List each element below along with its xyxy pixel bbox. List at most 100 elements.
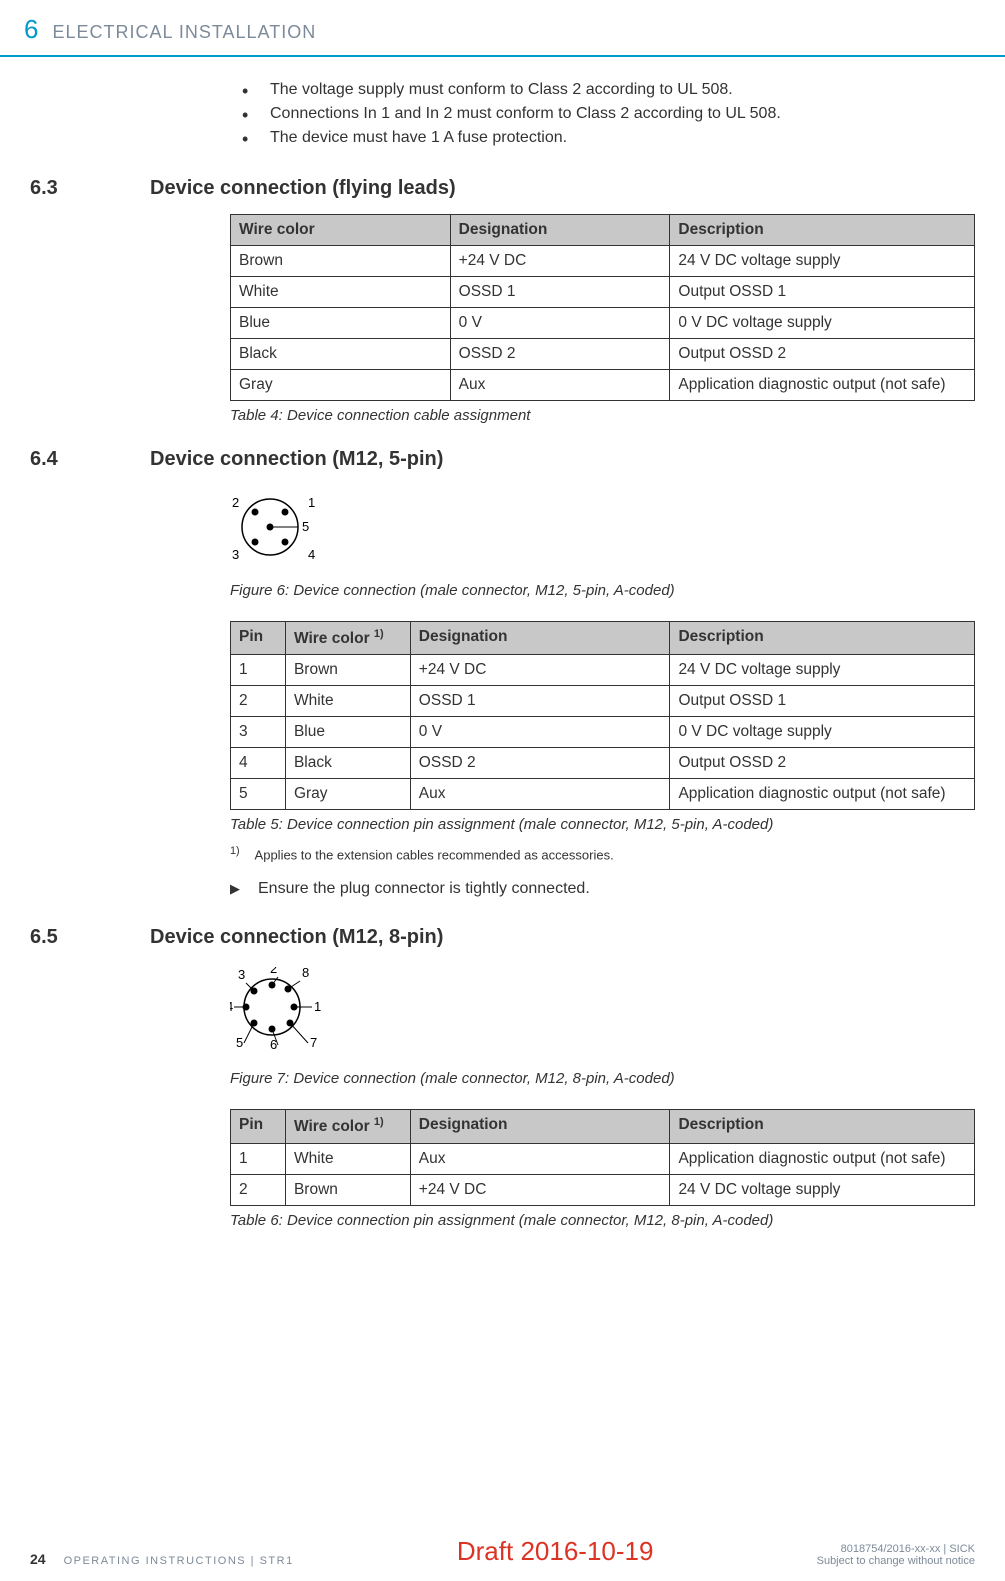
footnote-ref: 1) xyxy=(374,1116,384,1128)
connector-8pin-diagram: 12345678 xyxy=(230,967,350,1057)
table-cell: Black xyxy=(285,748,410,779)
svg-text:5: 5 xyxy=(236,1035,243,1050)
table-header: Description xyxy=(670,1110,975,1143)
table-row: 1WhiteAuxApplication diagnostic output (… xyxy=(231,1143,975,1174)
table-cell: 24 V DC voltage supply xyxy=(670,655,975,686)
table-cell: Brown xyxy=(231,246,451,277)
footnote-text: Applies to the extension cables recommen… xyxy=(255,847,614,862)
bullet-item: The voltage supply must conform to Class… xyxy=(242,81,975,99)
page-footer: 24 OPERATING INSTRUCTIONS | STR1 Draft 2… xyxy=(0,1536,1005,1567)
svg-text:2: 2 xyxy=(270,967,277,976)
table-cell: Aux xyxy=(410,1143,670,1174)
table-row: Brown+24 V DC24 V DC voltage supply xyxy=(231,246,975,277)
svg-text:4: 4 xyxy=(230,999,233,1014)
table-row: WhiteOSSD 1Output OSSD 1 xyxy=(231,277,975,308)
table-6: Pin Wire color 1) Designation Descriptio… xyxy=(230,1109,975,1205)
table-row: Blue0 V0 V DC voltage supply xyxy=(231,308,975,339)
page-header: 6 ELECTRICAL INSTALLATION xyxy=(0,0,1005,57)
table-cell: +24 V DC xyxy=(450,246,670,277)
svg-text:3: 3 xyxy=(238,967,245,982)
table-row: 5GrayAuxApplication diagnostic output (n… xyxy=(231,779,975,810)
svg-text:7: 7 xyxy=(310,1035,317,1050)
table-cell: Application diagnostic output (not safe) xyxy=(670,370,975,401)
svg-text:1: 1 xyxy=(308,495,315,510)
table-header: Description xyxy=(670,215,975,246)
table-cell: 5 xyxy=(231,779,286,810)
table-row: 1Brown+24 V DC24 V DC voltage supply xyxy=(231,655,975,686)
table-cell: Gray xyxy=(285,779,410,810)
section-number: 6.5 xyxy=(30,926,150,949)
table-cell: Blue xyxy=(231,308,451,339)
table-cell: Brown xyxy=(285,1174,410,1205)
document-info: 8018754/2016-xx-xx | SICK Subject to cha… xyxy=(817,1543,975,1567)
table-cell: Output OSSD 2 xyxy=(670,339,975,370)
table-row: GrayAuxApplication diagnostic output (no… xyxy=(231,370,975,401)
section-title: Device connection (M12, 5-pin) xyxy=(150,448,443,471)
bullet-item: The device must have 1 A fuse protection… xyxy=(242,129,975,147)
table-caption: Table 5: Device connection pin assignmen… xyxy=(230,816,975,833)
table-cell: 4 xyxy=(231,748,286,779)
svg-text:3: 3 xyxy=(232,547,239,562)
table-cell: Brown xyxy=(285,655,410,686)
document-notice: Subject to change without notice xyxy=(817,1555,975,1567)
intro-bullets: The voltage supply must conform to Class… xyxy=(242,81,975,147)
table-header: Wire color 1) xyxy=(285,1110,410,1143)
section-number: 6.4 xyxy=(30,448,150,471)
table-cell: OSSD 1 xyxy=(450,277,670,308)
table-row: BlackOSSD 2Output OSSD 2 xyxy=(231,339,975,370)
table-row: 4BlackOSSD 2Output OSSD 2 xyxy=(231,748,975,779)
table-row: 2WhiteOSSD 1Output OSSD 1 xyxy=(231,686,975,717)
table-cell: 24 V DC voltage supply xyxy=(670,1174,975,1205)
page-number: 24 xyxy=(30,1551,46,1567)
table-cell: +24 V DC xyxy=(410,1174,670,1205)
section-heading: 6.5 Device connection (M12, 8-pin) xyxy=(30,926,975,949)
table-cell: Application diagnostic output (not safe) xyxy=(670,1143,975,1174)
table-header: Pin xyxy=(231,622,286,655)
table-cell: 1 xyxy=(231,655,286,686)
table-cell: 2 xyxy=(231,1174,286,1205)
table-caption: Table 6: Device connection pin assignmen… xyxy=(230,1212,975,1229)
action-step: ▶ Ensure the plug connector is tightly c… xyxy=(230,880,975,898)
table-cell: Aux xyxy=(450,370,670,401)
table-cell: Output OSSD 2 xyxy=(670,748,975,779)
table-cell: White xyxy=(285,686,410,717)
chapter-number: 6 xyxy=(24,14,38,45)
figure-caption: Figure 6: Device connection (male connec… xyxy=(230,582,975,599)
footnote-marker: 1) xyxy=(230,845,240,857)
section-heading: 6.4 Device connection (M12, 5-pin) xyxy=(30,448,975,471)
table-4: Wire color Designation Description Brown… xyxy=(230,214,975,401)
table-cell: 1 xyxy=(231,1143,286,1174)
table-cell: Gray xyxy=(231,370,451,401)
table-cell: +24 V DC xyxy=(410,655,670,686)
table-cell: OSSD 2 xyxy=(410,748,670,779)
section-heading: 6.3 Device connection (flying leads) xyxy=(30,177,975,200)
table-header: Designation xyxy=(410,622,670,655)
svg-text:1: 1 xyxy=(314,999,321,1014)
table-cell: 0 V xyxy=(450,308,670,339)
action-text: Ensure the plug connector is tightly con… xyxy=(258,880,590,898)
section-number: 6.3 xyxy=(30,177,150,200)
table-cell: 2 xyxy=(231,686,286,717)
chapter-title: ELECTRICAL INSTALLATION xyxy=(52,22,316,43)
table-cell: 3 xyxy=(231,717,286,748)
connector-5pin-diagram: 12345 xyxy=(230,489,350,569)
table-cell: White xyxy=(285,1143,410,1174)
document-title: OPERATING INSTRUCTIONS | STR1 xyxy=(64,1555,294,1567)
table-cell: 0 V DC voltage supply xyxy=(670,717,975,748)
table-header: Wire color xyxy=(231,215,451,246)
draft-watermark: Draft 2016-10-19 xyxy=(457,1536,654,1567)
table-cell: Output OSSD 1 xyxy=(670,277,975,308)
table-cell: Blue xyxy=(285,717,410,748)
page-content: The voltage supply must conform to Class… xyxy=(0,57,1005,1229)
table-header: Designation xyxy=(450,215,670,246)
table-cell: Output OSSD 1 xyxy=(670,686,975,717)
svg-text:2: 2 xyxy=(232,495,239,510)
table-header: Pin xyxy=(231,1110,286,1143)
footnote: 1) Applies to the extension cables recom… xyxy=(230,845,975,862)
table-cell: 0 V DC voltage supply xyxy=(670,308,975,339)
table-cell: White xyxy=(231,277,451,308)
svg-text:8: 8 xyxy=(302,967,309,980)
section-title: Device connection (M12, 8-pin) xyxy=(150,926,443,949)
table-header: Wire color 1) xyxy=(285,622,410,655)
action-marker-icon: ▶ xyxy=(230,881,240,897)
